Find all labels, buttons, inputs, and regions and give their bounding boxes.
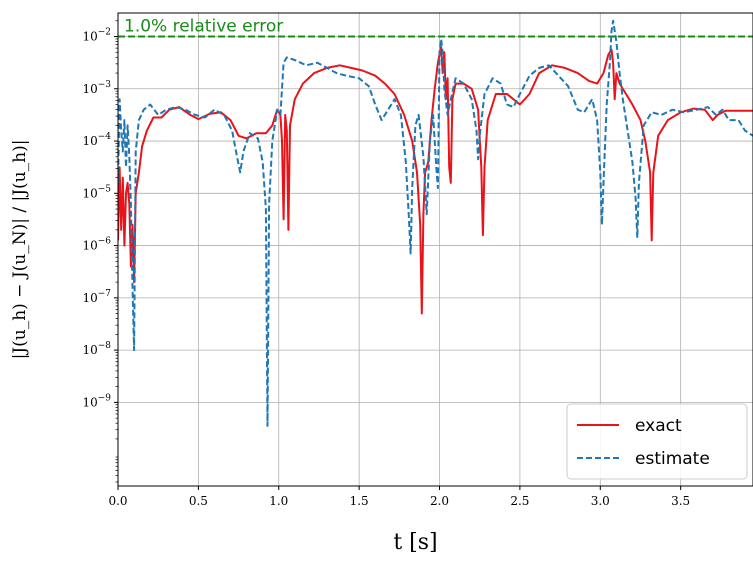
series-line-estimate bbox=[118, 19, 753, 427]
x-tick-label: 3.0 bbox=[591, 494, 610, 508]
y-tick-label: 10−8 bbox=[82, 341, 111, 357]
y-axis-ticks: 10−2 10−3 10−4 10−5 10−6 10−7 10−8 10−9 bbox=[82, 20, 118, 483]
x-tick-label: 1.5 bbox=[350, 494, 369, 508]
x-tick-label: 3.5 bbox=[671, 494, 690, 508]
legend-label-estimate: estimate bbox=[635, 449, 710, 469]
y-tick-label: 10−6 bbox=[82, 237, 111, 253]
y-tick-label: 10−9 bbox=[82, 393, 111, 409]
legend: exact estimate bbox=[566, 403, 748, 480]
legend-label-exact: exact bbox=[635, 416, 682, 436]
series-group bbox=[118, 19, 753, 427]
x-axis-ticks: 0.0 0.5 1.0 1.5 2.0 2.5 3.0 3.5 bbox=[108, 486, 690, 508]
x-tick-label: 1.0 bbox=[269, 494, 288, 508]
y-tick-label: 10−7 bbox=[82, 289, 111, 305]
series-line-exact bbox=[118, 46, 753, 315]
reference-line-label: 1.0% relative error bbox=[124, 17, 283, 37]
y-tick-label: 10−2 bbox=[82, 28, 111, 44]
y-tick-label: 10−5 bbox=[82, 184, 111, 200]
x-tick-label: 2.5 bbox=[510, 494, 529, 508]
y-axis-title: |J(u_h) − J(u_N)| / |J(u_h)| bbox=[10, 140, 30, 360]
reference-line-group: 1.0% relative error bbox=[118, 17, 753, 38]
grid bbox=[117, 13, 753, 486]
legend-box bbox=[566, 403, 748, 480]
x-tick-label: 2.0 bbox=[430, 494, 449, 508]
x-tick-label: 0.5 bbox=[189, 494, 208, 508]
y-tick-label: 10−3 bbox=[82, 80, 111, 96]
y-tick-label: 10−4 bbox=[82, 132, 111, 148]
x-tick-label: 0.0 bbox=[108, 494, 127, 508]
plot-frame bbox=[117, 12, 753, 487]
x-axis-title: t [s] bbox=[393, 530, 437, 555]
